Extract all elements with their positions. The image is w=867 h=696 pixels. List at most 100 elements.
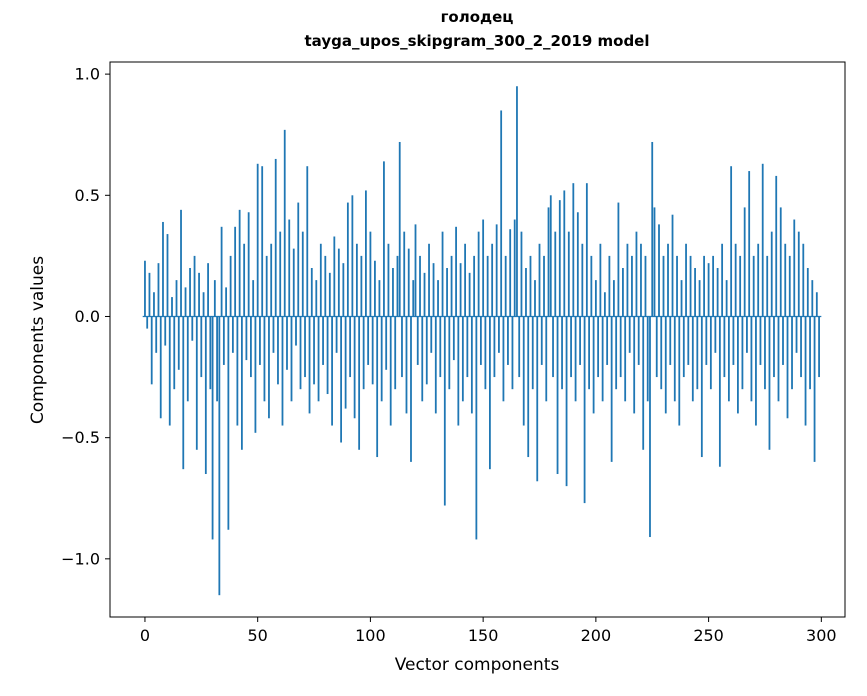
bar	[723, 316, 726, 378]
bar	[432, 263, 435, 317]
bar	[250, 316, 252, 378]
y-tick-label: −0.5	[61, 428, 100, 447]
bar	[734, 243, 737, 317]
bar	[254, 316, 257, 433]
bar	[439, 316, 442, 378]
bar	[489, 316, 491, 470]
bar	[286, 316, 288, 370]
bar	[407, 248, 410, 317]
plot-spines	[109, 61, 846, 618]
bar	[398, 141, 401, 317]
bar	[649, 316, 651, 538]
bar	[396, 255, 399, 317]
bar	[304, 316, 306, 378]
bar	[680, 280, 683, 317]
bar	[279, 231, 282, 317]
bar	[351, 195, 354, 317]
bar	[340, 316, 342, 443]
bar	[394, 316, 397, 390]
bar	[709, 316, 712, 390]
chart-title-word: голодец	[440, 8, 514, 26]
bar	[443, 316, 446, 506]
bar	[793, 219, 796, 317]
bar	[714, 316, 717, 353]
bar	[405, 316, 408, 414]
bar	[259, 316, 261, 365]
bar	[209, 316, 212, 390]
bar	[518, 316, 521, 378]
bar	[455, 226, 457, 317]
bar	[698, 280, 701, 317]
bar	[718, 316, 721, 467]
bar	[175, 280, 178, 317]
bar	[797, 231, 800, 317]
bar	[768, 316, 771, 450]
bar	[696, 316, 699, 390]
bar	[299, 316, 302, 390]
bar	[477, 231, 480, 317]
x-tick-label: 100	[355, 626, 386, 645]
bar	[155, 316, 158, 353]
bar	[583, 316, 586, 504]
bar	[694, 268, 696, 317]
bar	[818, 316, 820, 378]
bar	[628, 316, 631, 353]
bar	[310, 268, 313, 317]
bar	[752, 255, 755, 317]
bar	[779, 207, 782, 317]
bar	[331, 316, 333, 426]
bar	[272, 316, 275, 353]
bar	[186, 316, 189, 402]
bar	[292, 248, 295, 317]
bar	[342, 263, 345, 317]
bar	[574, 316, 577, 402]
bar	[651, 141, 654, 317]
bar	[326, 316, 329, 395]
bar	[545, 316, 548, 402]
bar	[306, 166, 309, 317]
bar	[682, 316, 685, 378]
bar	[498, 316, 500, 353]
bar	[522, 316, 525, 426]
bar	[392, 268, 394, 317]
bar	[642, 316, 645, 450]
bar	[700, 316, 703, 458]
bar	[410, 316, 412, 462]
bar	[374, 260, 376, 317]
bar	[549, 195, 552, 317]
bar	[333, 236, 336, 317]
bar	[423, 272, 426, 317]
bar	[567, 231, 570, 317]
bar	[590, 255, 593, 317]
chart-title-model: tayga_upos_skipgram_300_2_2019 model	[304, 32, 650, 50]
y-tick-label: −1.0	[61, 549, 100, 568]
bar	[225, 287, 228, 317]
bar	[576, 212, 579, 317]
bar	[617, 202, 620, 317]
bar	[766, 255, 769, 317]
x-tick-label: 200	[581, 626, 612, 645]
bar	[346, 202, 349, 317]
bar	[245, 316, 248, 361]
bar	[806, 268, 809, 317]
bar	[646, 316, 649, 402]
bar	[371, 316, 374, 385]
bar	[520, 231, 523, 317]
bar	[804, 316, 807, 426]
bar	[184, 287, 187, 317]
bar	[601, 316, 604, 402]
x-tick-label: 300	[806, 626, 837, 645]
bar	[401, 316, 403, 378]
bar	[193, 255, 196, 317]
bar	[162, 221, 164, 317]
bar	[425, 316, 428, 385]
bar	[403, 231, 406, 317]
bar	[283, 129, 286, 317]
bar	[813, 316, 816, 462]
bar	[144, 260, 146, 317]
bar	[691, 316, 694, 402]
bar	[211, 316, 214, 540]
bar	[461, 316, 464, 402]
bar	[274, 158, 277, 317]
bar	[608, 255, 611, 317]
